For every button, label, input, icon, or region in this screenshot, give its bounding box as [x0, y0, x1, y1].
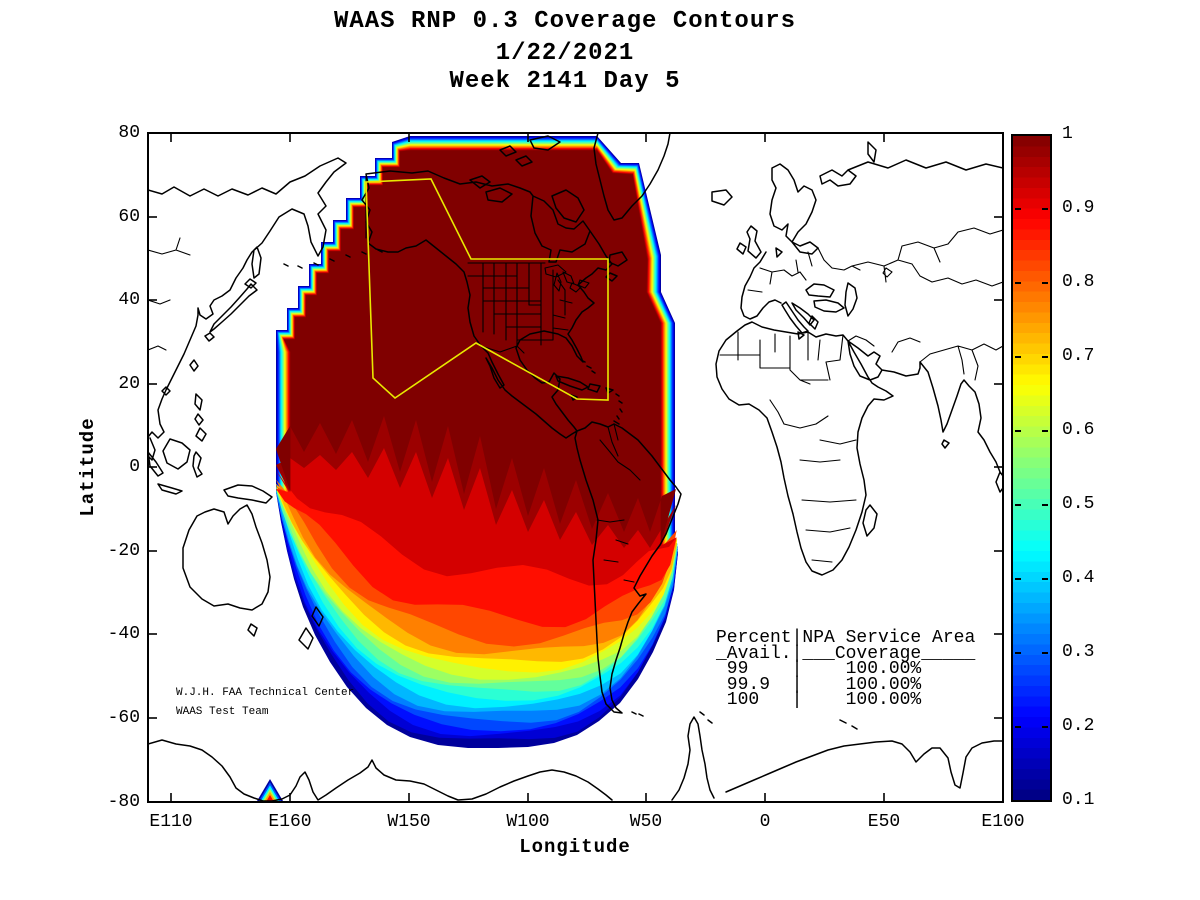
credit-line-1: W.J.H. FAA Technical Center [176, 687, 355, 699]
x-tick-label: W150 [387, 812, 431, 832]
coastlines [148, 133, 1003, 802]
x-tick-label: E50 [867, 812, 901, 832]
availability-table: Percent|NPA Service Area _Avail.|___Cove… [716, 628, 976, 710]
colorbar-tick-mark [1015, 652, 1021, 654]
y-tick-label: 80 [118, 123, 140, 143]
chart-title: WAAS RNP 0.3 Coverage Contours [333, 8, 797, 35]
colorbar-tick-label: 0.2 [1062, 716, 1095, 736]
y-tick-label: -60 [107, 708, 140, 728]
colorbar-tick-label: 0.3 [1062, 642, 1095, 662]
x-tick-label: E110 [149, 812, 193, 832]
colorbar-tick-label: 0.7 [1062, 346, 1095, 366]
political-borders [148, 175, 1003, 583]
colorbar-tick-mark [1042, 208, 1048, 210]
colorbar-tick-label: 0.4 [1062, 568, 1095, 588]
contour-bands [257, 136, 678, 801]
y-tick-label: -40 [107, 624, 140, 644]
x-tick-label: E160 [268, 812, 312, 832]
x-axis-label: Longitude [519, 836, 631, 858]
chart-date: 1/22/2021 [495, 40, 635, 67]
x-tick-label: 0 [759, 812, 771, 832]
x-tick-label: E100 [981, 812, 1025, 832]
colorbar-tick-mark [1042, 356, 1048, 358]
colorbar-tick-mark [1042, 726, 1048, 728]
colorbar-tick-mark [1015, 504, 1021, 506]
colorbar-tick-mark [1042, 430, 1048, 432]
colorbar-tick-mark [1015, 578, 1021, 580]
colorbar-tick-mark [1015, 726, 1021, 728]
colorbar-tick-mark [1015, 430, 1021, 432]
y-tick-label: 60 [118, 207, 140, 227]
colorbar-tick-mark [1042, 282, 1048, 284]
basemap [148, 133, 1003, 802]
y-tick-label: 0 [129, 457, 140, 477]
colorbar-tick-mark [1042, 578, 1048, 580]
colorbar-tick-mark [1015, 282, 1021, 284]
colorbar-tick-mark [1015, 356, 1021, 358]
colorbar-tick-mark [1042, 504, 1048, 506]
x-tick-label: W50 [629, 812, 663, 832]
plot-frame [147, 132, 1004, 803]
colorbar-tick-label: 0.5 [1062, 494, 1095, 514]
credit-annotation: W.J.H. FAA Technical Center WAAS Test Te… [176, 684, 354, 722]
y-tick-label: -20 [107, 541, 140, 561]
colorbar-tick-label: 0.8 [1062, 272, 1095, 292]
x-tick-label: W100 [506, 812, 550, 832]
y-tick-label: 20 [118, 374, 140, 394]
y-tick-label: -80 [107, 792, 140, 812]
npa-service-area-outline [365, 178, 609, 401]
chart-week-day: Week 2141 Day 5 [449, 68, 681, 95]
small-coverage-peak [266, 795, 274, 801]
colorbar-tick-label: 0.6 [1062, 420, 1095, 440]
y-axis-label: Latitude [77, 417, 99, 517]
colorbar-tick-mark [1015, 208, 1021, 210]
colorbar [1011, 134, 1052, 802]
colorbar-tick-label: 0.1 [1062, 790, 1095, 810]
colorbar-tick-label: 1 [1062, 124, 1073, 144]
colorbar-tick-mark [1042, 652, 1048, 654]
colorbar-tick-label: 0.9 [1062, 198, 1095, 218]
y-tick-label: 40 [118, 290, 140, 310]
credit-line-2: WAAS Test Team [176, 706, 269, 718]
